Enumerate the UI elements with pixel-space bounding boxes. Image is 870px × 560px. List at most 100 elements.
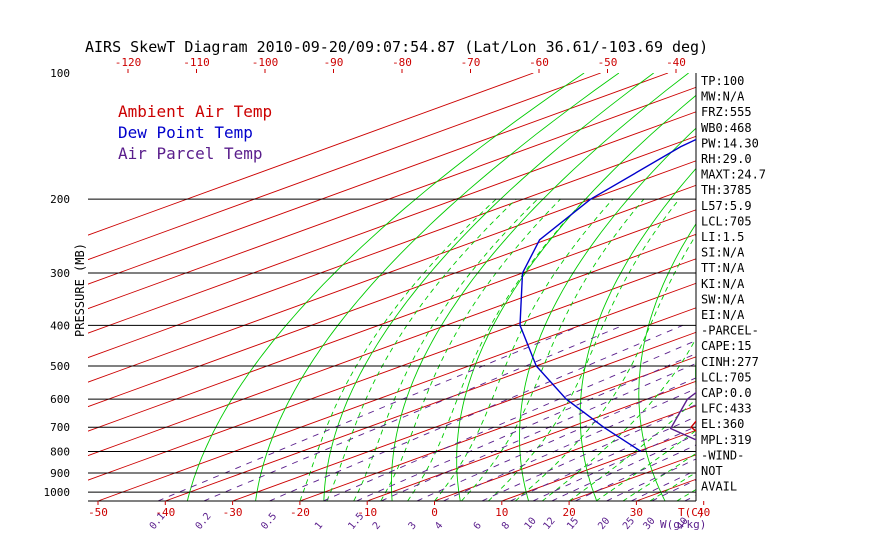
index-entry: AVAIL bbox=[701, 480, 737, 494]
mixing-ratio-line bbox=[481, 404, 696, 501]
bottom-temp-tick-label: 20 bbox=[562, 506, 575, 519]
isotherm-line bbox=[88, 111, 696, 334]
moist-adiabat-lines bbox=[299, 198, 696, 501]
isotherm-line bbox=[88, 73, 534, 236]
mixing-ratio-line bbox=[380, 362, 696, 501]
isotherm-line bbox=[88, 135, 696, 359]
y-axis-label: PRESSURE (MB) bbox=[73, 243, 87, 337]
mixing-ratio-line bbox=[443, 388, 696, 501]
legend: Ambient Air Temp Dew Point Temp Air Parcel… bbox=[118, 102, 272, 163]
mixing-ratio-line bbox=[510, 416, 696, 501]
pressure-tick-label: 400 bbox=[50, 319, 70, 332]
isotherm-line bbox=[88, 209, 696, 432]
pressure-tick-label: 100 bbox=[50, 67, 70, 80]
isotherm-lines bbox=[88, 73, 696, 501]
bottom-temp-tick-label: -30 bbox=[223, 506, 243, 519]
mixing-ratio-tick-label: 30 bbox=[642, 516, 658, 532]
moist-adiabat-line bbox=[595, 429, 696, 501]
isotherm-line bbox=[165, 307, 696, 501]
index-entry: MW:N/A bbox=[701, 90, 745, 104]
isotherm-line bbox=[88, 184, 696, 408]
mixing-ratio-tick-label: 8 bbox=[500, 520, 512, 532]
isotherm-line bbox=[88, 233, 696, 457]
dry-adiabat-line bbox=[323, 73, 654, 501]
pressure-tick-label: 700 bbox=[50, 421, 70, 434]
bottom-temp-tick-label: 0 bbox=[431, 506, 438, 519]
index-entry: EI:N/A bbox=[701, 308, 745, 322]
mixing-ratio-unit: W(g/kg) bbox=[660, 518, 706, 531]
isotherm-line bbox=[232, 331, 696, 501]
isotherm-line bbox=[367, 380, 696, 501]
dry-adiabat-line bbox=[751, 73, 870, 501]
chart-title: AIRS SkewT Diagram 2010-09-20/09:07:54.8… bbox=[85, 38, 708, 56]
index-entry: SI:N/A bbox=[701, 246, 745, 260]
legend-entry: Dew Point Temp bbox=[118, 123, 253, 142]
isobar-lines bbox=[88, 73, 697, 502]
dry-adiabat-line bbox=[638, 223, 696, 501]
pressure-tick-label: 600 bbox=[50, 393, 70, 406]
pressure-tick-label: 200 bbox=[50, 193, 70, 206]
bottom-temp-tick-label: 40 bbox=[697, 506, 710, 519]
pressure-tick-label: 1000 bbox=[44, 486, 71, 499]
pressure-tick-label: 300 bbox=[50, 267, 70, 280]
moist-adiabat-line bbox=[622, 452, 696, 501]
mixing-ratio-line bbox=[269, 324, 684, 501]
isotherm-line bbox=[88, 160, 696, 383]
dry-adiabat-lines bbox=[186, 73, 870, 501]
isotherm-line bbox=[88, 73, 669, 285]
dry-adiabat-line bbox=[255, 73, 620, 501]
mixing-ratio-line bbox=[651, 479, 696, 501]
moist-adiabat-line bbox=[407, 198, 586, 501]
index-entry: SW:N/A bbox=[701, 292, 745, 306]
index-entry: -PARCEL- bbox=[701, 324, 759, 338]
index-entry: LCL:705 bbox=[701, 214, 752, 228]
mixing-ratio-line bbox=[203, 324, 624, 501]
index-entry: LI:1.5 bbox=[701, 230, 744, 244]
top-temp-tick-label: -40 bbox=[666, 56, 686, 69]
mixing-ratio-tick-label: 0.5 bbox=[259, 511, 279, 532]
index-entry: MPL:319 bbox=[701, 433, 752, 447]
isotherm-line bbox=[97, 282, 696, 501]
bottom-temp-tick-label: -40 bbox=[155, 506, 175, 519]
bottom-axis-unit: T(C) bbox=[678, 506, 705, 519]
dry-adiabat-line bbox=[519, 127, 696, 501]
dry-adiabat-line bbox=[856, 73, 870, 501]
top-temp-tick-label: -70 bbox=[461, 56, 481, 69]
pressure-tick-label: 800 bbox=[50, 446, 70, 459]
mixing-ratio-tick-label: 3 bbox=[407, 520, 419, 532]
profile-lines bbox=[519, 138, 696, 453]
isotherm-line bbox=[88, 86, 696, 310]
moist-adiabat-line bbox=[515, 234, 696, 501]
mixing-ratio-tick-label: 20 bbox=[596, 516, 612, 532]
index-entry: NOT bbox=[701, 464, 723, 478]
top-temp-tick-label: -60 bbox=[529, 56, 549, 69]
index-entry: RH:29.0 bbox=[701, 152, 752, 166]
index-entry: PW:14.30 bbox=[701, 136, 759, 150]
bottom-temp-tick-label: -20 bbox=[290, 506, 310, 519]
isotherm-line bbox=[88, 73, 601, 261]
index-entry: L57:5.9 bbox=[701, 199, 752, 213]
moist-adiabat-line bbox=[299, 198, 497, 501]
moist-adiabat-line bbox=[326, 198, 517, 501]
isotherm-line bbox=[434, 405, 696, 501]
bottom-temp-tick-label: 10 bbox=[495, 506, 508, 519]
top-temp-tick-label: -50 bbox=[598, 56, 618, 69]
parcel-temp-line bbox=[669, 391, 696, 441]
mixing-ratio-line bbox=[416, 377, 696, 501]
mixing-ratio-line bbox=[157, 324, 582, 501]
top-temp-tick-label: -100 bbox=[252, 56, 279, 69]
dry-adiabat-line bbox=[390, 73, 689, 501]
dry-adiabat-line bbox=[456, 94, 696, 501]
moist-adiabat-line bbox=[353, 198, 538, 501]
legend-entry: Air Parcel Temp bbox=[118, 144, 263, 163]
index-entry: LFC:433 bbox=[701, 402, 752, 416]
index-entry: EL:360 bbox=[701, 417, 744, 431]
top-temp-tick-label: -80 bbox=[392, 56, 412, 69]
index-entry: LCL:705 bbox=[701, 370, 752, 384]
bottom-temp-tick-label: -50 bbox=[88, 506, 108, 519]
index-entry: KI:N/A bbox=[701, 277, 745, 291]
index-entry: FRZ:555 bbox=[701, 105, 752, 119]
dry-adiabat-line bbox=[579, 167, 696, 501]
